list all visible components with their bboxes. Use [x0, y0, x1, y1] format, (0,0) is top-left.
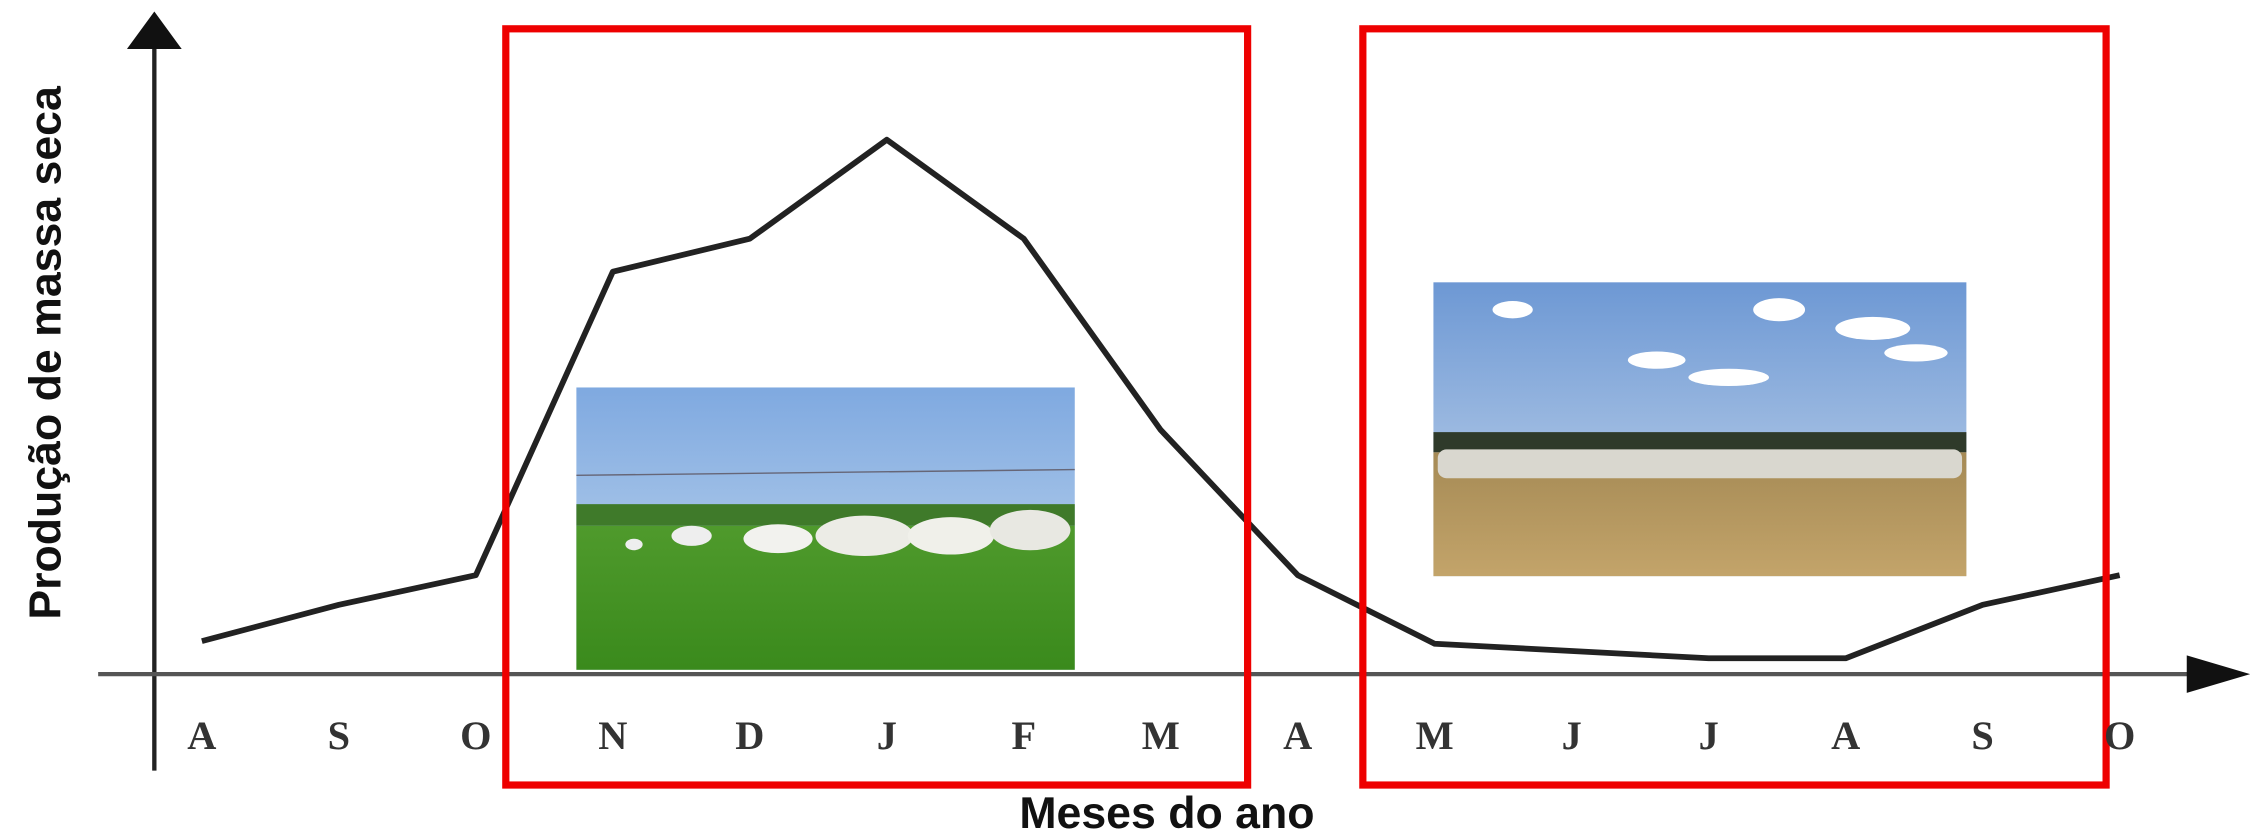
x-tick-label: J: [877, 713, 897, 758]
x-tick-label: S: [328, 713, 350, 758]
x-tick-label: J: [1562, 713, 1582, 758]
x-tick-label: S: [1971, 713, 1993, 758]
x-tick-label: D: [735, 713, 764, 758]
x-tick-label: O: [460, 713, 491, 758]
x-tick-label: A: [1283, 713, 1312, 758]
x-tick-label: A: [187, 713, 216, 758]
x-axis-arrow: [2186, 655, 2251, 693]
x-tick-label: J: [1699, 713, 1719, 758]
photo-dry-season: [1433, 282, 1967, 577]
highlight-box: [1359, 25, 2110, 789]
series: [201, 136, 2121, 662]
x-tick-label: A: [1831, 713, 1860, 758]
x-tick-label: F: [1011, 713, 1036, 758]
y-axis-label: Produção de massa seca: [22, 85, 71, 620]
photo-wet-season: [576, 387, 1075, 670]
x-tick-label: O: [2104, 713, 2135, 758]
y-axis-arrow: [126, 11, 182, 49]
highlight-box: [502, 25, 1252, 789]
x-tick-label: N: [598, 713, 627, 758]
x-tick-label: M: [1416, 713, 1454, 758]
x-axis-label: Meses do ano: [1019, 789, 1314, 834]
x-tick-label: M: [1142, 713, 1180, 758]
line: [201, 136, 2121, 662]
